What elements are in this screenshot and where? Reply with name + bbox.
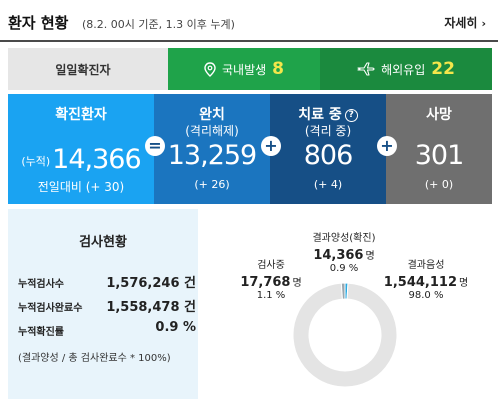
label-positive-unit: 명 xyxy=(365,251,375,262)
header: 환자 현황 (8.2. 00시 기준, 1.3 이후 누계) 자세히 › xyxy=(0,0,498,42)
more-label[interactable]: 자세히 xyxy=(444,16,478,30)
donut-slice-testing xyxy=(340,282,346,300)
label-negative-unit: 명 xyxy=(459,278,469,289)
daily-confirmed-bar: 일일확진자 국내발생 8 해외유입 22 xyxy=(8,48,492,90)
test-row-value: 1,558,478 건 xyxy=(106,300,196,315)
treating-card: 치료 중? (격리 중) 806 (+ 4) xyxy=(270,94,386,204)
equals-icon: = xyxy=(145,136,165,156)
test-row: 누적확진률 0.9 % xyxy=(18,319,196,339)
recovered-card: 완치 (격리해제) 13,259 (+ 26) xyxy=(154,94,270,204)
domestic-value: 8 xyxy=(272,59,284,79)
treating-label: 치료 중 xyxy=(298,107,342,123)
treating-label-line: 치료 중? xyxy=(270,104,386,124)
label-testing-value: 17,768 xyxy=(240,275,291,290)
confirmed-value: 14,366 xyxy=(52,144,141,175)
daily-label-box: 일일확진자 xyxy=(8,48,168,90)
chevron-right-icon[interactable]: › xyxy=(481,17,486,30)
recovered-sub: (격리해제) xyxy=(185,124,239,138)
label-testing: 검사중 17,768 명 1.1 % xyxy=(228,256,314,301)
death-delta: (+ 0) xyxy=(424,178,454,191)
treating-value: 806 xyxy=(303,140,354,171)
test-section: 검사현황 누적검사수 1,576,246 건 누적검사완료수 1,558,478… xyxy=(8,209,492,399)
test-title: 검사현황 xyxy=(79,235,127,250)
patient-stats: 확진환자 (누적)14,366 전일대비 (+ 30) 완치 (격리해제) 13… xyxy=(8,94,492,204)
arrow-separator-icon xyxy=(154,48,168,90)
recovered-label: 완치 xyxy=(199,107,225,123)
test-row-key: 누적확진률 xyxy=(18,327,64,338)
recovered-delta: (+ 26) xyxy=(194,178,230,191)
overseas-label: 해외유입 xyxy=(381,62,426,77)
test-row-value: 0.9 % xyxy=(155,320,196,335)
label-positive-pct: 0.9 % xyxy=(329,263,359,274)
daily-label: 일일확진자 xyxy=(55,63,111,77)
test-status-panel: 검사현황 누적검사수 1,576,246 건 누적검사완료수 1,558,478… xyxy=(8,209,198,399)
label-testing-pct: 1.1 % xyxy=(256,290,286,301)
label-positive: 결과양성(확진) 14,366 명 0.9 % xyxy=(284,229,404,274)
label-negative-pct: 98.0 % xyxy=(408,290,444,301)
label-positive-name: 결과양성(확진) xyxy=(312,233,376,244)
death-label: 사망 xyxy=(426,107,452,123)
page-title: 환자 현황 xyxy=(8,14,69,32)
label-positive-value: 14,366 xyxy=(313,248,364,263)
label-negative-value: 1,544,112 xyxy=(383,275,457,290)
test-row-key: 누적검사수 xyxy=(18,279,64,290)
test-row-value: 1,576,246 건 xyxy=(106,276,196,291)
more-link[interactable]: 자세히 › xyxy=(444,14,486,31)
death-value: 301 xyxy=(414,140,465,171)
confirmed-prefix: (누적) xyxy=(21,154,51,168)
donut-chart xyxy=(292,282,398,388)
label-testing-name: 검사중 xyxy=(257,260,285,271)
plus-icon: + xyxy=(377,136,397,156)
test-row: 누적검사완료수 1,558,478 건 xyxy=(18,295,196,315)
death-card: 사망 301 (+ 0) xyxy=(386,94,492,204)
treating-delta: (+ 4) xyxy=(313,178,343,191)
label-negative: 결과음성 1,544,112 명 98.0 % xyxy=(374,256,478,301)
page-subtitle: (8.2. 00시 기준, 1.3 이후 누계) xyxy=(82,18,235,31)
test-row-key: 누적검사완료수 xyxy=(18,303,83,314)
label-negative-name: 결과음성 xyxy=(407,260,445,271)
test-result-chart: 결과양성(확진) 14,366 명 0.9 % 검사중 17,768 명 1.1 %… xyxy=(198,209,492,399)
plus-icon: + xyxy=(261,136,281,156)
test-note: (결과양성 / 총 검사완료수 * 100%) xyxy=(18,353,171,364)
test-row: 누적검사수 1,576,246 건 xyxy=(18,271,196,291)
domestic-label: 국내발생 xyxy=(221,62,267,77)
label-testing-unit: 명 xyxy=(292,278,302,289)
confirmed-card: 확진환자 (누적)14,366 전일대비 (+ 30) xyxy=(8,94,154,204)
confirmed-label: 확진환자 xyxy=(55,107,107,123)
confirmed-delta: 전일대비 (+ 30) xyxy=(37,180,125,194)
confirmed-value-line: (누적)14,366 xyxy=(8,144,154,175)
overseas-cases: 해외유입 22 xyxy=(320,48,492,90)
donut-slice-negative xyxy=(292,282,398,388)
treating-sub: (격리 중) xyxy=(304,124,352,138)
recovered-value: 13,259 xyxy=(167,140,257,171)
domestic-cases: 국내발생 8 xyxy=(168,48,320,90)
overseas-value: 22 xyxy=(431,59,455,79)
help-icon[interactable]: ? xyxy=(344,109,358,122)
map-pin-icon xyxy=(204,61,216,77)
airplane-icon xyxy=(357,62,375,76)
